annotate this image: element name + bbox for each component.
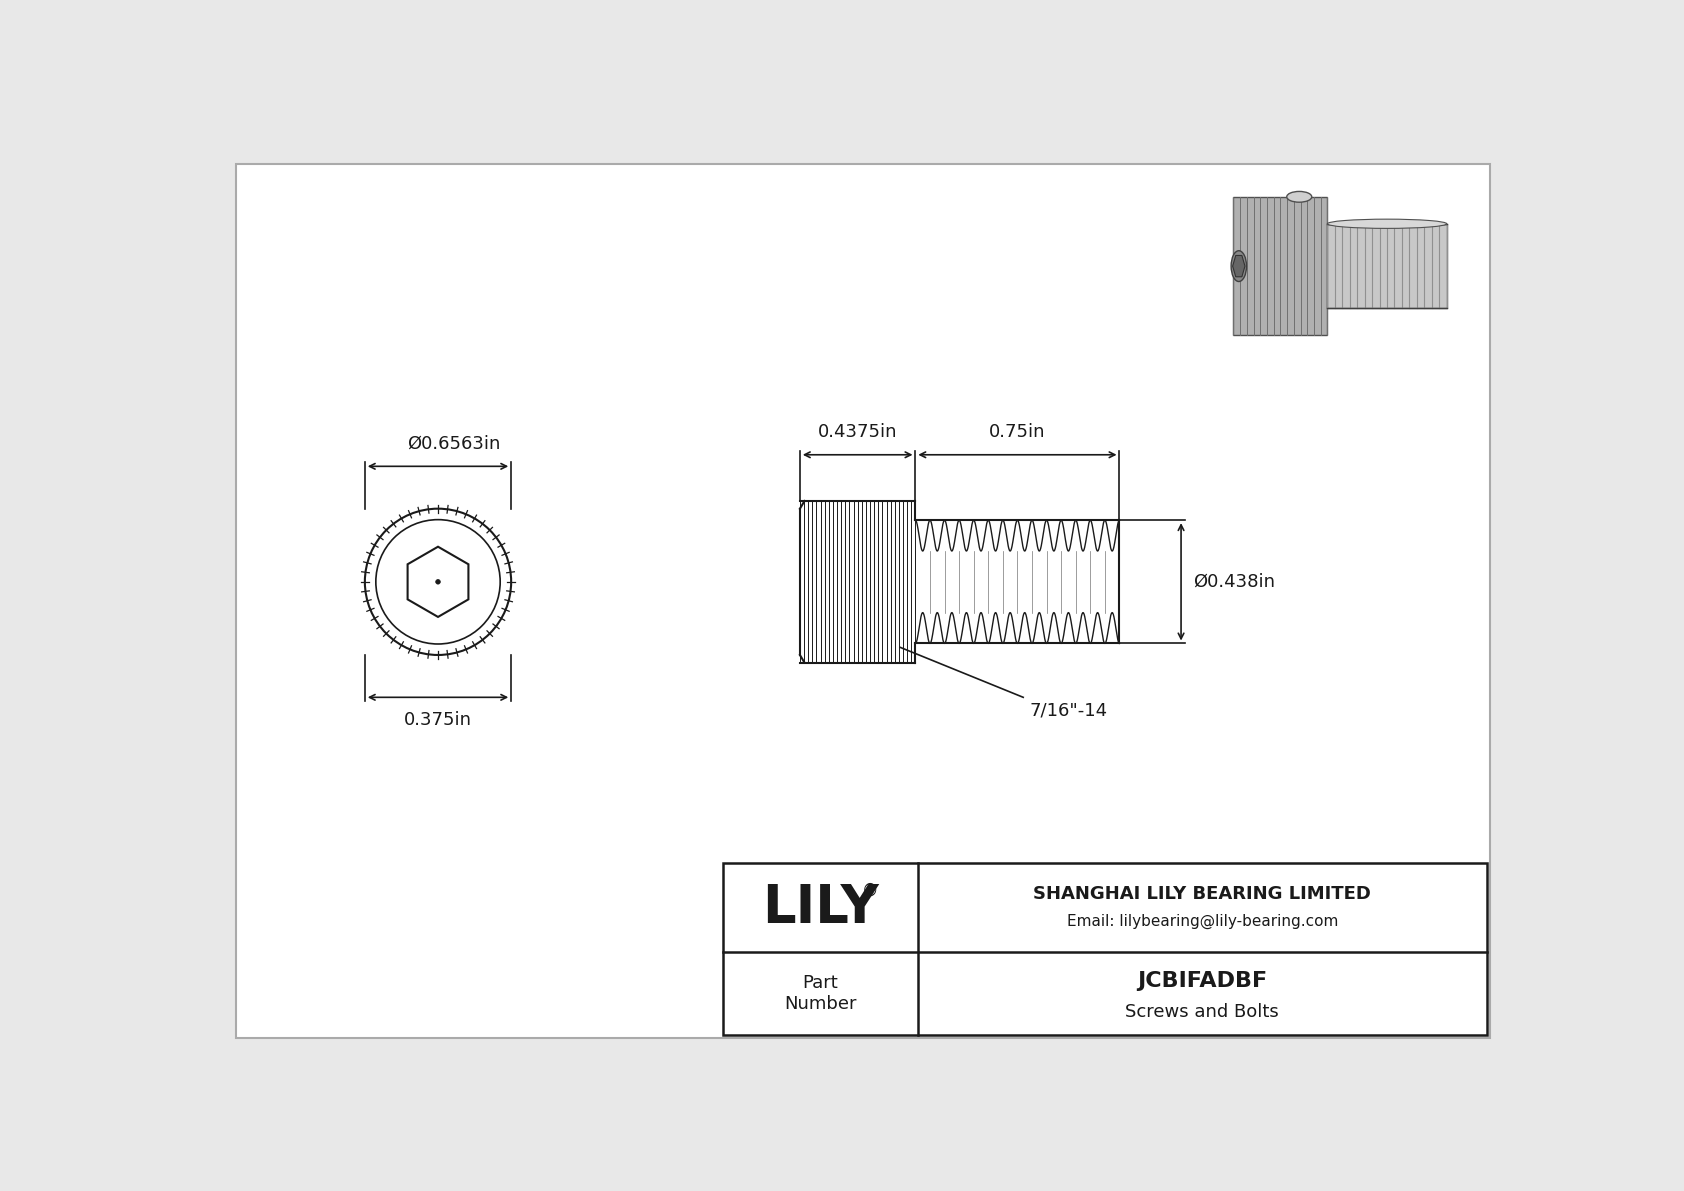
Bar xyxy=(1327,224,1447,308)
Text: Ø0.6563in: Ø0.6563in xyxy=(408,435,500,453)
Text: 0.75in: 0.75in xyxy=(989,423,1046,441)
Circle shape xyxy=(436,580,440,584)
Polygon shape xyxy=(1233,255,1244,276)
Polygon shape xyxy=(1233,197,1327,336)
Text: ®: ® xyxy=(862,881,879,899)
Ellipse shape xyxy=(1231,251,1246,281)
Text: 7/16"-14: 7/16"-14 xyxy=(1029,701,1108,719)
Text: 0.4375in: 0.4375in xyxy=(818,423,898,441)
Text: Screws and Bolts: Screws and Bolts xyxy=(1125,1003,1280,1021)
Text: Part
Number: Part Number xyxy=(785,974,857,1012)
Ellipse shape xyxy=(1287,192,1312,202)
Text: SHANGHAI LILY BEARING LIMITED: SHANGHAI LILY BEARING LIMITED xyxy=(1034,885,1371,903)
Text: LILY: LILY xyxy=(761,881,879,934)
Text: Ø0.438in: Ø0.438in xyxy=(1192,573,1275,591)
Text: Email: lilybearing@lily-bearing.com: Email: lilybearing@lily-bearing.com xyxy=(1066,913,1337,929)
Bar xyxy=(722,862,1487,1035)
Text: 0.375in: 0.375in xyxy=(404,711,472,729)
Text: JCBIFADBF: JCBIFADBF xyxy=(1137,971,1268,991)
Ellipse shape xyxy=(1327,219,1447,229)
